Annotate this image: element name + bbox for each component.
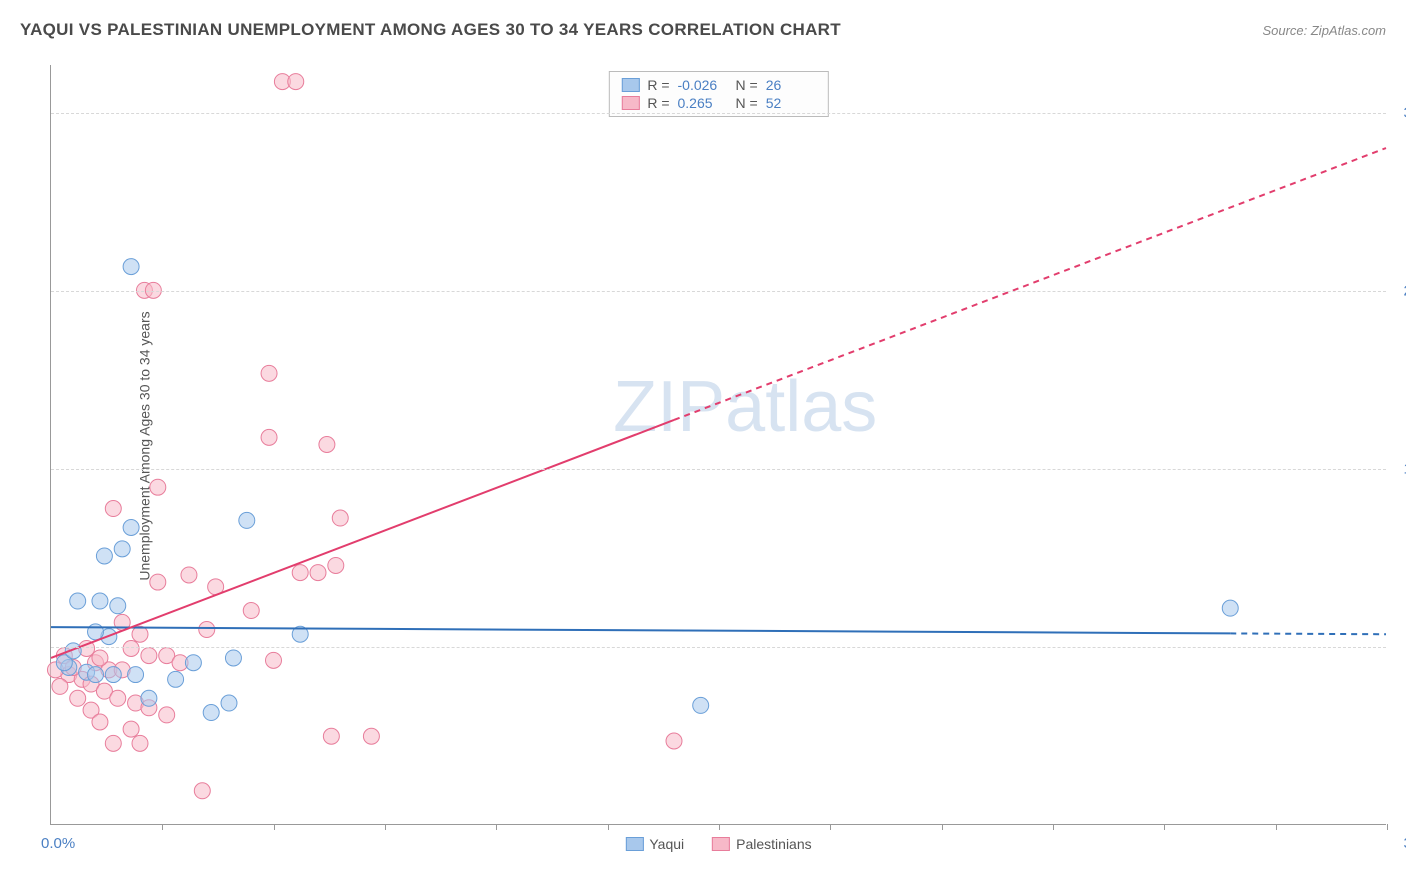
scatter-point [141, 690, 157, 706]
scatter-point [292, 565, 308, 581]
scatter-point [194, 783, 210, 799]
n-value: 52 [766, 95, 816, 111]
scatter-point [319, 437, 335, 453]
n-label: N = [736, 77, 758, 93]
n-value: 26 [766, 77, 816, 93]
scatter-point [168, 671, 184, 687]
scatter-point [323, 728, 339, 744]
legend-label-palestinians: Palestinians [736, 836, 812, 852]
legend-row-series-2: R = 0.265 N = 52 [621, 94, 815, 112]
source-attribution: Source: ZipAtlas.com [1262, 23, 1386, 38]
gridline-h [51, 113, 1386, 114]
scatter-point [261, 365, 277, 381]
chart-title: YAQUI VS PALESTINIAN UNEMPLOYMENT AMONG … [20, 20, 841, 40]
scatter-point [110, 690, 126, 706]
r-label: R = [647, 77, 669, 93]
title-bar: YAQUI VS PALESTINIAN UNEMPLOYMENT AMONG … [20, 20, 1386, 40]
trend-line-dashed [674, 148, 1386, 420]
x-tick [162, 824, 163, 830]
scatter-point [123, 721, 139, 737]
scatter-point [239, 512, 255, 528]
scatter-point [199, 622, 215, 638]
legend-label-yaqui: Yaqui [649, 836, 684, 852]
scatter-point [70, 593, 86, 609]
x-axis-min-label: 0.0% [41, 835, 75, 852]
x-tick [719, 824, 720, 830]
x-tick [385, 824, 386, 830]
scatter-point [363, 728, 379, 744]
legend-correlation: R = -0.026 N = 26 R = 0.265 N = 52 [608, 71, 828, 117]
legend-series: Yaqui Palestinians [625, 836, 811, 852]
scatter-point [185, 655, 201, 671]
trend-line-dashed [1230, 633, 1386, 634]
legend-swatch-1 [621, 78, 639, 92]
trend-line-solid [51, 420, 674, 658]
x-tick [1164, 824, 1165, 830]
scatter-point [332, 510, 348, 526]
scatter-point [261, 429, 277, 445]
gridline-h [51, 647, 1386, 648]
scatter-point [225, 650, 241, 666]
legend-item-yaqui: Yaqui [625, 836, 684, 852]
scatter-point [88, 667, 104, 683]
scatter-point [123, 520, 139, 536]
scatter-point [114, 541, 130, 557]
scatter-point [105, 735, 121, 751]
scatter-point [110, 598, 126, 614]
x-tick [1053, 824, 1054, 830]
scatter-point [159, 707, 175, 723]
plot-area: ZIPatlas R = -0.026 N = 26 R = 0.265 N =… [50, 65, 1386, 825]
scatter-point [128, 667, 144, 683]
r-label: R = [647, 95, 669, 111]
scatter-point [141, 648, 157, 664]
scatter-point [105, 667, 121, 683]
r-value: 0.265 [678, 95, 728, 111]
scatter-point [666, 733, 682, 749]
scatter-point [70, 690, 86, 706]
scatter-point [123, 640, 139, 656]
n-label: N = [736, 95, 758, 111]
legend-swatch-2 [621, 96, 639, 110]
legend-item-palestinians: Palestinians [712, 836, 812, 852]
scatter-point [123, 259, 139, 275]
scatter-point [92, 714, 108, 730]
legend-swatch-palestinians [712, 837, 730, 851]
scatter-point [132, 735, 148, 751]
scatter-point [310, 565, 326, 581]
x-tick [942, 824, 943, 830]
x-tick [1276, 824, 1277, 830]
x-tick [274, 824, 275, 830]
scatter-point [105, 501, 121, 517]
scatter-point [288, 74, 304, 90]
gridline-h [51, 291, 1386, 292]
scatter-point [52, 678, 68, 694]
scatter-point [693, 697, 709, 713]
legend-row-series-1: R = -0.026 N = 26 [621, 76, 815, 94]
scatter-point [243, 603, 259, 619]
scatter-point [221, 695, 237, 711]
scatter-point [328, 557, 344, 573]
scatter-point [96, 548, 112, 564]
x-tick [496, 824, 497, 830]
scatter-point [181, 567, 197, 583]
scatter-point [150, 479, 166, 495]
x-tick [830, 824, 831, 830]
scatter-point [88, 624, 104, 640]
scatter-point [132, 626, 148, 642]
scatter-point [150, 574, 166, 590]
scatter-point [92, 650, 108, 666]
scatter-point [203, 705, 219, 721]
gridline-h [51, 469, 1386, 470]
scatter-point [266, 652, 282, 668]
trend-line-solid [51, 627, 1230, 633]
x-tick [608, 824, 609, 830]
scatter-point [92, 593, 108, 609]
legend-swatch-yaqui [625, 837, 643, 851]
r-value: -0.026 [678, 77, 728, 93]
chart-svg [51, 65, 1386, 824]
x-tick [1387, 824, 1388, 830]
scatter-point [1222, 600, 1238, 616]
